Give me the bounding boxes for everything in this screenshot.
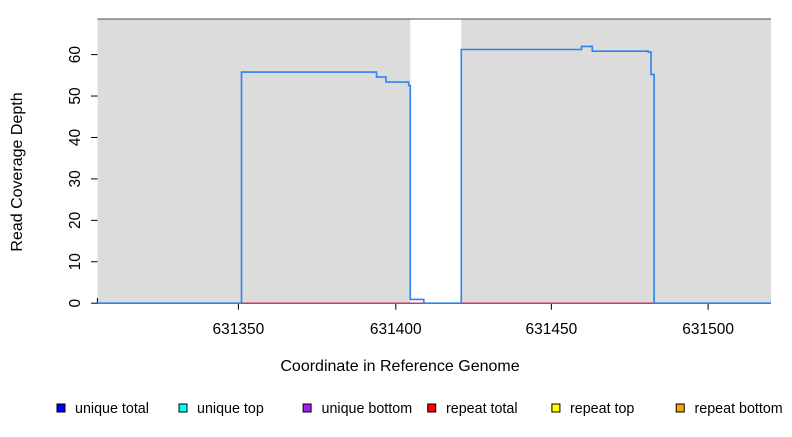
svg-text:60: 60 — [67, 46, 84, 64]
svg-text:631450: 631450 — [526, 321, 578, 338]
svg-text:unique total: unique total — [75, 401, 149, 417]
svg-text:0: 0 — [67, 299, 84, 308]
svg-text:50: 50 — [67, 87, 84, 105]
svg-text:unique top: unique top — [197, 401, 264, 417]
svg-text:20: 20 — [67, 211, 84, 229]
svg-text:Coordinate in Reference Genome: Coordinate in Reference Genome — [280, 358, 519, 375]
svg-text:repeat bottom: repeat bottom — [695, 401, 783, 417]
svg-text:631400: 631400 — [370, 321, 422, 338]
svg-text:10: 10 — [67, 253, 84, 271]
svg-text:Read Coverage Depth: Read Coverage Depth — [9, 92, 26, 251]
svg-text:repeat top: repeat top — [570, 401, 634, 417]
svg-text:unique bottom: unique bottom — [322, 401, 413, 417]
svg-text:631500: 631500 — [682, 321, 734, 338]
svg-text:repeat total: repeat total — [446, 401, 518, 417]
svg-text:30: 30 — [67, 170, 84, 188]
svg-text:631350: 631350 — [213, 321, 265, 338]
svg-text:40: 40 — [67, 128, 84, 146]
